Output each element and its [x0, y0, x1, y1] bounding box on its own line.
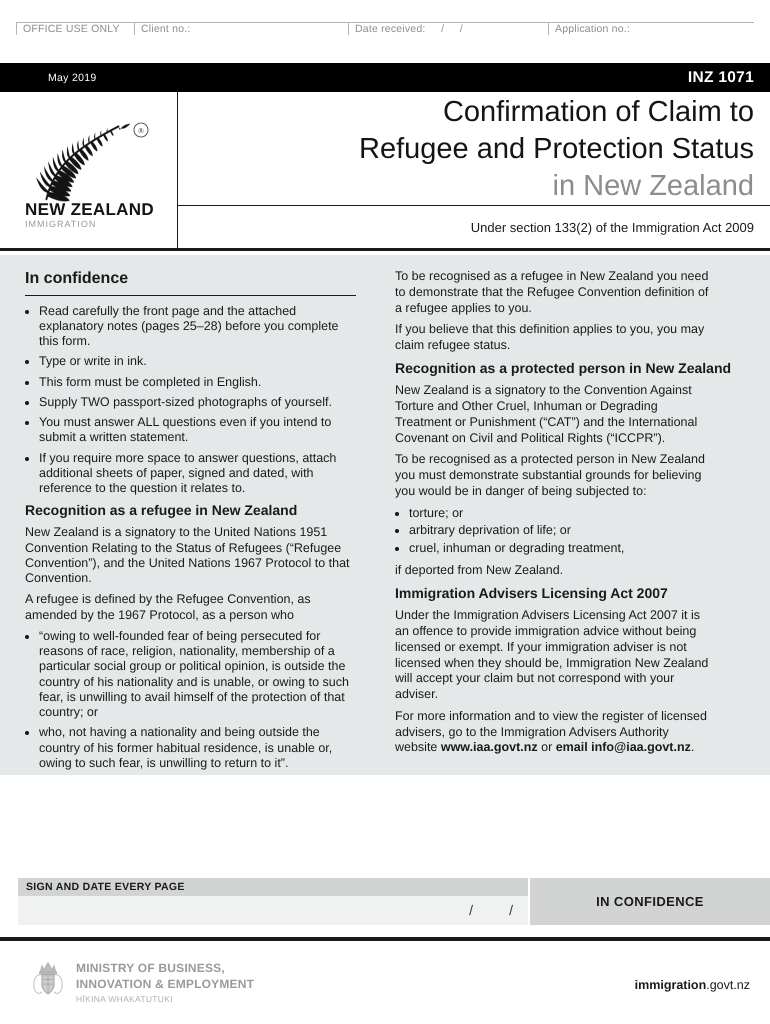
- svg-text:®: ®: [138, 128, 144, 135]
